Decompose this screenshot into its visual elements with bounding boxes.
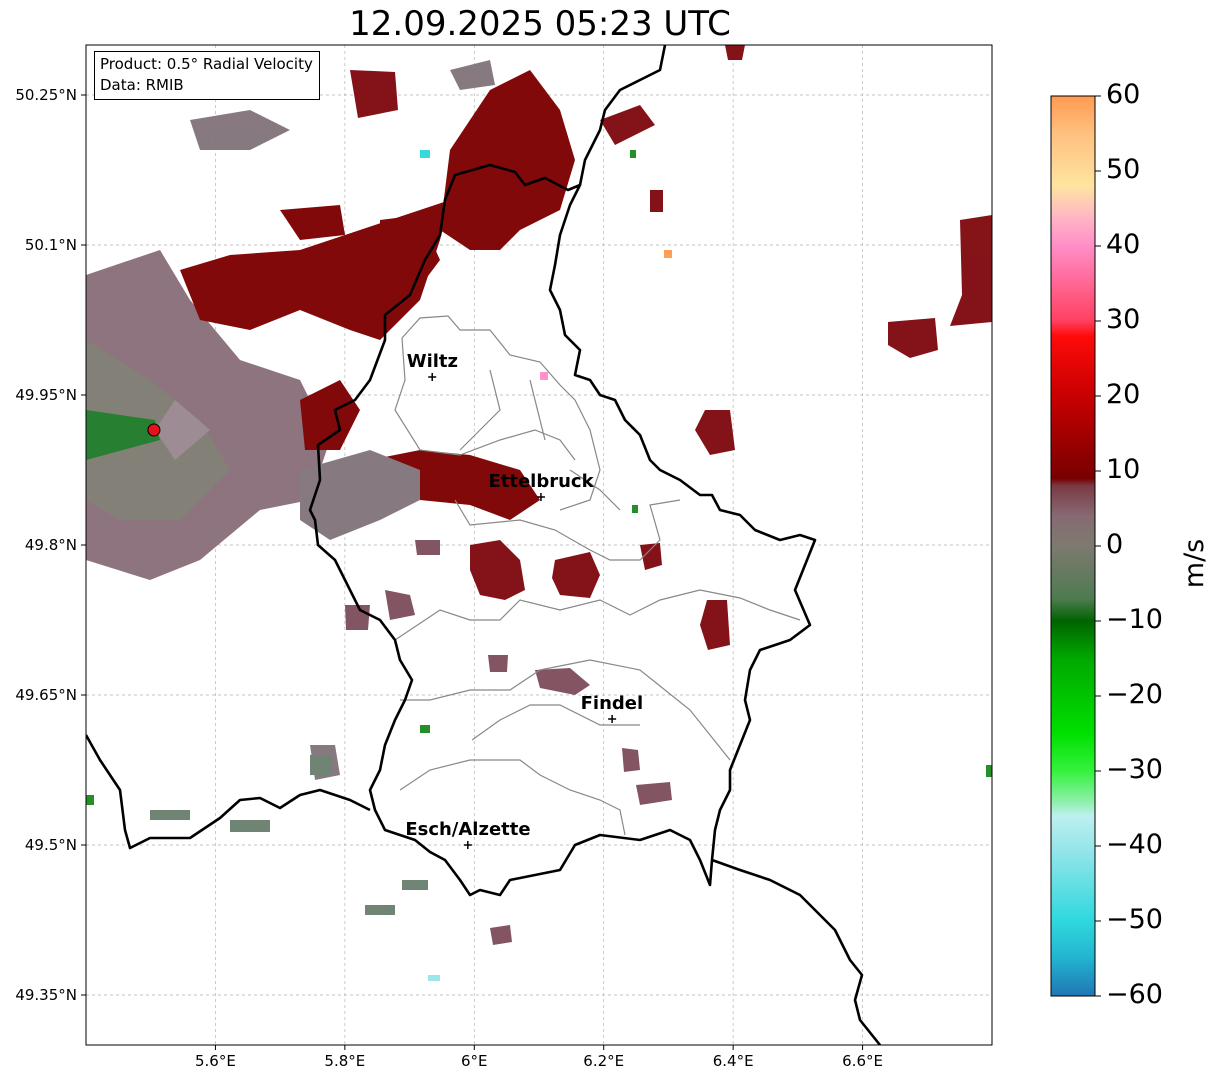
colorbar-tick-label: −40	[1106, 829, 1163, 860]
product-info-box: Product: 0.5° Radial Velocity Data: RMIB	[94, 51, 320, 100]
commune-borders	[394, 315, 801, 836]
colorbar-tick-label: −60	[1106, 979, 1163, 1010]
colorbar-tick-label: −30	[1106, 754, 1163, 785]
radar-echoes	[86, 45, 992, 981]
city-label: Esch/Alzette	[405, 819, 531, 840]
echo-mauve-cells	[345, 540, 672, 945]
lon-label: 6.2°E	[583, 1052, 625, 1070]
lat-label: 49.35°N	[15, 986, 77, 1004]
colorbar-tick-label: 0	[1106, 529, 1124, 560]
colorbar	[1050, 95, 1096, 997]
lat-label: 49.5°N	[24, 836, 77, 854]
echo-light-speckles	[420, 150, 672, 981]
echo-grey-green-speckles	[150, 755, 428, 915]
lon-label: 6°E	[461, 1052, 488, 1070]
lon-label: 5.6°E	[195, 1052, 236, 1070]
radar-site-marker	[147, 423, 161, 437]
echo-green-speckles	[86, 150, 992, 805]
product-label: Product: 0.5° Radial Velocity	[100, 55, 313, 73]
colorbar-ticks	[1095, 95, 1101, 997]
lat-label: 49.8°N	[24, 536, 77, 554]
colorbar-tick-label: 30	[1106, 304, 1141, 335]
echo-cells	[350, 45, 992, 650]
city-markers	[428, 373, 617, 849]
colorbar-tick-label: −50	[1106, 904, 1163, 935]
lon-label: 5.8°E	[324, 1052, 366, 1070]
lat-label: 50.1°N	[24, 236, 77, 254]
colorbar-tick-label: 50	[1106, 154, 1141, 185]
city-label: Ettelbruck	[488, 471, 594, 492]
city-label: Findel	[580, 693, 644, 714]
lat-label: 49.65°N	[15, 686, 77, 704]
lon-label: 6.6°E	[842, 1052, 883, 1070]
map-title: 12.09.2025 05:23 UTC	[349, 4, 731, 44]
lon-label: 6.4°E	[712, 1052, 754, 1070]
national-borders	[86, 45, 882, 1045]
colorbar-tick-label: −20	[1106, 679, 1163, 710]
axis-ticks	[81, 94, 864, 1050]
lat-label: 50.25°N	[15, 86, 77, 104]
colorbar-tick-label: 40	[1106, 229, 1141, 260]
lat-label: 49.95°N	[15, 386, 77, 404]
colorbar-tick-label: 10	[1106, 454, 1141, 485]
colorbar-tick-label: −10	[1106, 604, 1163, 635]
radar-clutter-fan	[86, 250, 330, 580]
colorbar-tick-label: 60	[1106, 79, 1141, 110]
city-label: Wiltz	[406, 351, 458, 372]
colorbar-tick-label: 20	[1106, 379, 1141, 410]
source-label: Data: RMIB	[100, 76, 184, 94]
colorbar-unit: m/s	[1179, 538, 1207, 589]
